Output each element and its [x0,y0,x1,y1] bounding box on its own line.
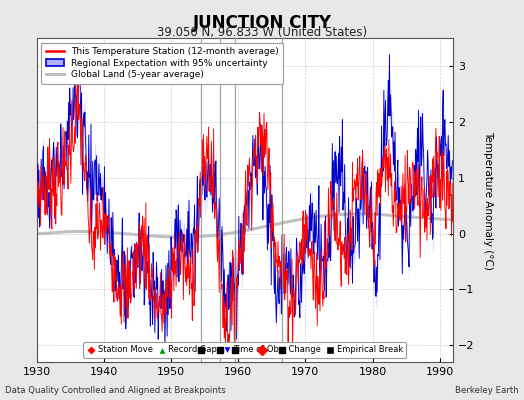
Y-axis label: Temperature Anomaly (°C): Temperature Anomaly (°C) [483,130,493,270]
Text: Berkeley Earth: Berkeley Earth [455,386,519,395]
Text: Data Quality Controlled and Aligned at Breakpoints: Data Quality Controlled and Aligned at B… [5,386,226,395]
Text: 39.050 N, 96.833 W (United States): 39.050 N, 96.833 W (United States) [157,26,367,39]
Legend: Station Move, Record Gap, Time of Obs. Change, Empirical Break: Station Move, Record Gap, Time of Obs. C… [83,342,407,358]
Text: JUNCTION CITY: JUNCTION CITY [192,14,332,32]
